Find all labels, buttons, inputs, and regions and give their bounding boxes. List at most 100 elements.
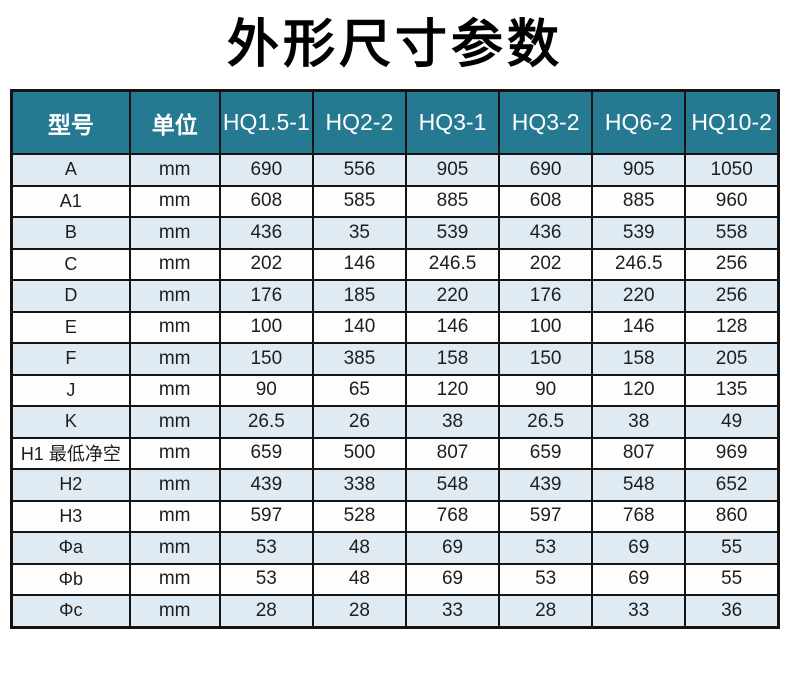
row-label: C bbox=[10, 247, 131, 281]
value-cell: 53 bbox=[218, 562, 314, 596]
value-cell: 38 bbox=[591, 405, 687, 439]
value-cell: 608 bbox=[218, 184, 314, 218]
row-unit: mm bbox=[128, 310, 221, 344]
table-header-row: 型号 单位 HQ1.5-1 HQ2-2 HQ3-1 HQ3-2 HQ6-2 HQ10-2 bbox=[10, 89, 780, 155]
row-label: J bbox=[10, 373, 131, 407]
row-unit: mm bbox=[128, 373, 221, 407]
row-label: H2 bbox=[10, 468, 131, 502]
value-cell: 220 bbox=[404, 279, 501, 313]
value-cell: 185 bbox=[311, 279, 407, 313]
header-row: 型号 单位 HQ1.5-1 HQ2-2 HQ3-1 HQ3-2 HQ6-2 HQ10-2 bbox=[10, 89, 780, 155]
value-cell: 48 bbox=[311, 562, 407, 596]
value-cell: 500 bbox=[311, 436, 407, 470]
value-cell: 146 bbox=[311, 247, 407, 281]
value-cell: 548 bbox=[404, 468, 501, 502]
value-cell: 548 bbox=[591, 468, 687, 502]
value-cell: 69 bbox=[591, 531, 687, 565]
column-header: HQ3-1 bbox=[404, 89, 501, 155]
row-unit: mm bbox=[128, 531, 221, 565]
value-cell: 202 bbox=[498, 247, 594, 281]
value-cell: 860 bbox=[684, 499, 780, 533]
value-cell: 158 bbox=[404, 342, 501, 376]
value-cell: 90 bbox=[498, 373, 594, 407]
value-cell: 436 bbox=[218, 216, 314, 250]
value-cell: 176 bbox=[498, 279, 594, 313]
value-cell: 140 bbox=[311, 310, 407, 344]
value-cell: 652 bbox=[684, 468, 780, 502]
table-row: H2 mm 439 338 548 439 548 652 bbox=[10, 468, 780, 502]
value-cell: 690 bbox=[498, 153, 594, 187]
column-header: HQ10-2 bbox=[684, 89, 780, 155]
row-label: B bbox=[10, 216, 131, 250]
value-cell: 53 bbox=[498, 531, 594, 565]
row-unit: mm bbox=[128, 436, 221, 470]
value-cell: 150 bbox=[218, 342, 314, 376]
value-cell: 608 bbox=[498, 184, 594, 218]
value-cell: 48 bbox=[311, 531, 407, 565]
page-title: 外形尺寸参数 bbox=[226, 16, 563, 74]
value-cell: 120 bbox=[591, 373, 687, 407]
value-cell: 256 bbox=[684, 279, 780, 313]
value-cell: 35 bbox=[311, 216, 407, 250]
value-cell: 28 bbox=[311, 594, 407, 628]
value-cell: 150 bbox=[498, 342, 594, 376]
table-row: A1 mm 608 585 885 608 885 960 bbox=[10, 184, 780, 218]
row-label: A bbox=[10, 153, 131, 187]
value-cell: 28 bbox=[498, 594, 594, 628]
value-cell: 49 bbox=[684, 405, 780, 439]
value-cell: 768 bbox=[404, 499, 501, 533]
value-cell: 539 bbox=[591, 216, 687, 250]
value-cell: 65 bbox=[311, 373, 407, 407]
row-unit: mm bbox=[128, 247, 221, 281]
column-header: HQ6-2 bbox=[591, 89, 687, 155]
table-row: H3 mm 597 528 768 597 768 860 bbox=[10, 499, 780, 533]
row-unit: mm bbox=[128, 562, 221, 596]
value-cell: 55 bbox=[684, 531, 780, 565]
value-cell: 768 bbox=[591, 499, 687, 533]
row-unit: mm bbox=[128, 342, 221, 376]
value-cell: 659 bbox=[498, 436, 594, 470]
value-cell: 960 bbox=[684, 184, 780, 218]
value-cell: 558 bbox=[684, 216, 780, 250]
value-cell: 807 bbox=[591, 436, 687, 470]
column-header: HQ1.5-1 bbox=[218, 89, 314, 155]
row-unit: mm bbox=[128, 468, 221, 502]
value-cell: 385 bbox=[311, 342, 407, 376]
value-cell: 90 bbox=[218, 373, 314, 407]
value-cell: 969 bbox=[684, 436, 780, 470]
value-cell: 539 bbox=[404, 216, 501, 250]
row-label: F bbox=[10, 342, 131, 376]
table-row: Φb mm 53 48 69 53 69 55 bbox=[10, 562, 780, 596]
value-cell: 439 bbox=[498, 468, 594, 502]
value-cell: 33 bbox=[591, 594, 687, 628]
row-label: H3 bbox=[10, 499, 131, 533]
value-cell: 1050 bbox=[684, 153, 780, 187]
value-cell: 135 bbox=[684, 373, 780, 407]
value-cell: 100 bbox=[218, 310, 314, 344]
value-cell: 436 bbox=[498, 216, 594, 250]
value-cell: 128 bbox=[684, 310, 780, 344]
row-unit: mm bbox=[128, 405, 221, 439]
value-cell: 69 bbox=[404, 531, 501, 565]
value-cell: 69 bbox=[404, 562, 501, 596]
row-label: K bbox=[10, 405, 131, 439]
value-cell: 26 bbox=[311, 405, 407, 439]
column-header: HQ2-2 bbox=[311, 89, 407, 155]
table-row: Φc mm 28 28 33 28 33 36 bbox=[10, 594, 780, 628]
row-unit: mm bbox=[128, 499, 221, 533]
value-cell: 33 bbox=[404, 594, 501, 628]
value-cell: 53 bbox=[498, 562, 594, 596]
value-cell: 176 bbox=[218, 279, 314, 313]
value-cell: 246.5 bbox=[591, 247, 687, 281]
value-cell: 556 bbox=[311, 153, 407, 187]
row-label: Φa bbox=[10, 531, 131, 565]
value-cell: 597 bbox=[498, 499, 594, 533]
row-label: E bbox=[10, 310, 131, 344]
